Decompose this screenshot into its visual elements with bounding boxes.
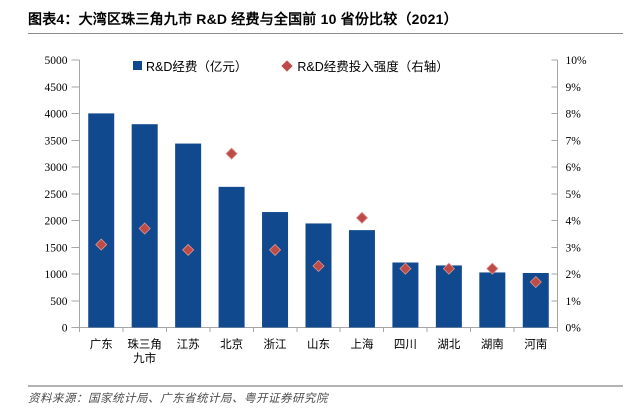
left-axis-tick-label: 4500 [45, 82, 68, 94]
x-axis-label-上海: 上海 [350, 337, 373, 351]
marker-江苏 [182, 243, 195, 256]
marker-北京 [225, 147, 238, 160]
bar-湖北 [435, 265, 462, 328]
bar-山东 [305, 223, 332, 328]
left-axis-tick-label: 1000 [45, 269, 68, 281]
left-axis-tick-label: 500 [50, 296, 68, 308]
bar-广东 [88, 113, 115, 328]
right-axis-tick-label: 6% [566, 162, 582, 174]
right-axis-tick-label: 10% [566, 55, 588, 67]
x-axis-label-四川: 四川 [394, 338, 417, 351]
x-axis-label-浙江: 浙江 [264, 338, 287, 351]
right-axis-tick-label: 9% [566, 82, 582, 94]
right-axis-tick-label: 7% [566, 135, 582, 147]
bar-江苏 [175, 143, 202, 328]
legend-item-rd-spending: R&D经费（亿元） [133, 56, 247, 75]
x-axis-label-广东: 广东 [90, 338, 113, 351]
x-axis-label-珠三角九市: 珠三角 [127, 337, 162, 351]
marker-广东 [95, 238, 108, 251]
marker-山东 [312, 259, 325, 273]
x-axis-label-湖北: 湖北 [437, 337, 460, 351]
marker-珠三角九市 [138, 222, 151, 235]
title-divider [28, 33, 623, 34]
left-axis-tick-label: 5000 [45, 55, 68, 67]
bar-湖南 [479, 272, 506, 328]
marker-湖北 [442, 262, 455, 275]
x-axis-label-江苏: 江苏 [177, 338, 200, 351]
marker-四川 [399, 262, 412, 275]
left-axis-tick-label: 0 [62, 323, 68, 335]
figure-title: 图表4：大湾区珠三角九市 R&D 经费与全国前 10 省份比较（2021） [28, 11, 458, 27]
left-axis-tick-label: 3000 [45, 162, 68, 174]
footer-divider [28, 385, 623, 387]
left-axis-tick-label: 2500 [45, 189, 68, 201]
legend-label-rd-spending: R&D经费（亿元） [146, 60, 248, 74]
right-axis-tick-label: 1% [566, 296, 582, 308]
bar-浙江 [262, 212, 289, 328]
x-axis-label-珠三角九市: 九市 [133, 351, 156, 365]
bar-北京 [218, 186, 245, 328]
right-axis-tick-label: 2% [566, 269, 582, 281]
marker-浙江 [268, 243, 282, 256]
legend-label-rd-intensity: R&D经费投入强度（右轴） [297, 60, 449, 74]
right-axis-tick-label: 4% [566, 216, 582, 228]
left-axis-tick-label: 3500 [45, 135, 68, 147]
x-axis-label-山东: 山东 [307, 338, 330, 351]
right-axis-tick-label: 8% [566, 109, 582, 121]
left-axis-tick-label: 4000 [45, 109, 68, 121]
legend-item-rd-intensity: R&D经费投入强度（右轴） [281, 56, 449, 75]
right-axis-tick-label: 3% [566, 242, 582, 254]
right-axis-tick-label: 5% [566, 189, 582, 201]
right-axis-tick-label: 0% [566, 323, 582, 335]
left-axis-tick-label: 2000 [45, 216, 68, 228]
bar-series-swatch-icon [133, 61, 142, 70]
marker-湖南 [486, 262, 499, 275]
bar-上海 [348, 230, 375, 328]
chart-legend: R&D经费（亿元） R&D经费投入强度（右轴） [133, 56, 449, 75]
source-note: 资料来源：国家统计局、广东省统计局、粤开证券研究院 [28, 393, 328, 405]
x-axis-label-河南: 河南 [524, 337, 547, 351]
x-axis-label-北京: 北京 [220, 337, 243, 351]
marker-上海 [355, 211, 369, 224]
x-axis-label-湖南: 湖南 [481, 337, 504, 351]
left-axis-tick-label: 1500 [45, 242, 68, 254]
marker-河南 [529, 275, 542, 289]
